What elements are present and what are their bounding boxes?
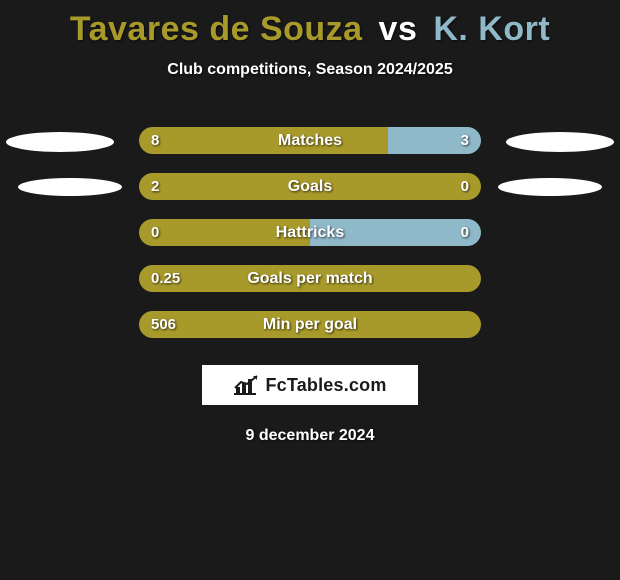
date-label: 9 december 2024 (0, 427, 620, 445)
stat-bar: 20 (139, 173, 481, 200)
stat-row: 00Hattricks (0, 209, 620, 255)
stat-row: 506Min per goal (0, 301, 620, 347)
stat-value-right: 0 (449, 178, 481, 195)
stat-bar-right: 0 (310, 219, 481, 246)
subtitle: Club competitions, Season 2024/2025 (0, 61, 620, 79)
stat-value-right: 0 (449, 224, 481, 241)
stat-value-left: 0.25 (139, 270, 192, 287)
stat-value-right: 3 (449, 132, 481, 149)
stat-value-left: 8 (139, 132, 171, 149)
vs-label: vs (379, 10, 418, 48)
stats-rows: 83Matches20Goals00Hattricks0.25Goals per… (0, 117, 620, 347)
player2-name: K. Kort (433, 10, 550, 48)
side-ellipse-right (506, 132, 614, 152)
brand-badge: FcTables.com (202, 365, 418, 405)
stat-bar-left: 2 (139, 173, 481, 200)
stat-bar: 506 (139, 311, 481, 338)
player1-name: Tavares de Souza (70, 10, 363, 48)
stat-bar-left: 0.25 (139, 265, 481, 292)
side-ellipse-left (6, 132, 114, 152)
stat-bar-right: 3 (388, 127, 481, 154)
side-ellipse-left (18, 178, 122, 196)
brand-chart-icon (233, 374, 261, 396)
stat-row: 83Matches (0, 117, 620, 163)
stat-row: 20Goals (0, 163, 620, 209)
comparison-title: Tavares de Souza vs K. Kort (0, 0, 620, 49)
side-ellipse-right (498, 178, 602, 196)
stat-bar: 83 (139, 127, 481, 154)
stat-value-left: 2 (139, 178, 171, 195)
stat-bar-left: 8 (139, 127, 388, 154)
stat-bar: 0.25 (139, 265, 481, 292)
brand-text: FcTables.com (265, 375, 386, 396)
stat-bar: 00 (139, 219, 481, 246)
stat-bar-left: 0 (139, 219, 310, 246)
stat-value-left: 0 (139, 224, 171, 241)
stat-bar-left: 506 (139, 311, 481, 338)
stat-value-left: 506 (139, 316, 188, 333)
stat-row: 0.25Goals per match (0, 255, 620, 301)
